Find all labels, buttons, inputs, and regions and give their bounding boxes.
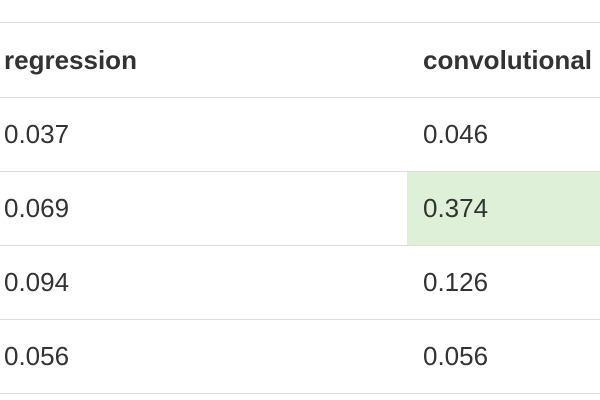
table-cell: 0.056 xyxy=(0,319,407,394)
table-row: 0.056 0.056 xyxy=(0,319,600,394)
table-cell: 0.056 xyxy=(407,319,600,394)
column-header-regression[interactable]: regression xyxy=(0,22,407,98)
table-cell: 0.126 xyxy=(407,245,600,320)
table-row: 0.037 0.046 xyxy=(0,97,600,172)
table-cell: 0.094 xyxy=(0,245,407,320)
table-header-row: regression convolutional xyxy=(0,22,600,98)
table-cell: 0.069 xyxy=(0,171,407,246)
results-table: regression convolutional 0.037 0.046 0.0… xyxy=(0,22,600,394)
table-cell-highlighted: 0.374 xyxy=(407,171,600,246)
table-cell: 0.046 xyxy=(407,97,600,172)
table-row: 0.094 0.126 xyxy=(0,245,600,320)
table-row: 0.069 0.374 xyxy=(0,171,600,246)
table-cell: 0.037 xyxy=(0,97,407,172)
column-header-convolutional[interactable]: convolutional xyxy=(407,22,600,98)
